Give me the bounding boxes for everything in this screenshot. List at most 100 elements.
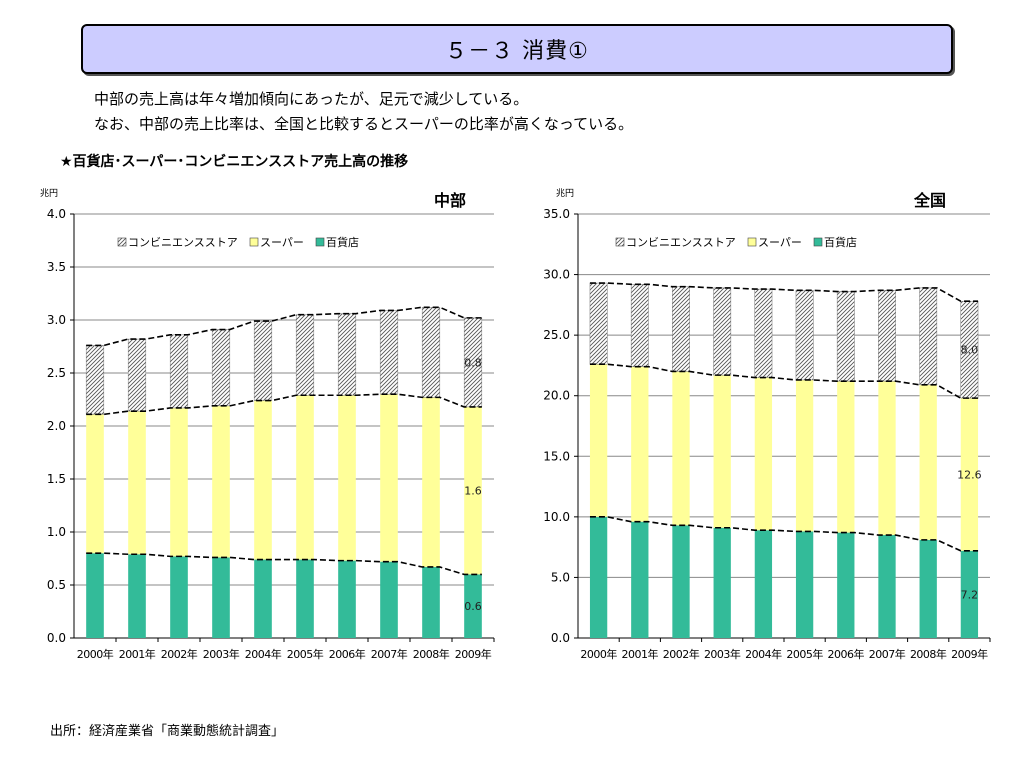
national-bar-department: [878, 535, 896, 638]
national-legend-swatch-department: [813, 237, 823, 247]
national-bar-supermarket: [795, 379, 814, 532]
chubu-bar-department: [296, 559, 314, 638]
chubu-bar-supermarket: [380, 394, 398, 562]
chubu-ytick-label: 3.0: [47, 313, 66, 327]
chubu-legend-swatch-convenience: [117, 237, 127, 247]
national-bar-department: [589, 516, 608, 638]
chubu-bar-supermarket: [128, 411, 146, 555]
chubu-bar-convenience: [253, 320, 273, 401]
national-bar-supermarket: [919, 384, 937, 540]
chubu-data-label-department: 0.6: [464, 600, 482, 613]
chubu-ytick-label: 3.5: [47, 260, 66, 274]
chubu-bar-department: [338, 560, 356, 638]
national-bar-department: [795, 531, 814, 638]
national-legend-swatch-supermarket: [747, 237, 757, 247]
chubu-bar-department: [422, 566, 440, 638]
chubu-bar-convenience: [337, 313, 357, 396]
national-ytick-label: 25.0: [543, 328, 570, 342]
page-title: ５－３ 消費①: [81, 24, 953, 74]
national-bar-convenience: [795, 290, 814, 381]
national-bar-department: [919, 539, 937, 638]
chubu-legend-swatch-supermarket: [249, 237, 259, 247]
national-trend-line-supermarket: [589, 363, 979, 399]
national-ytick-label: 15.0: [543, 449, 570, 463]
national-bar-department: [672, 525, 690, 638]
national-xtick-label: 2002年: [663, 647, 700, 661]
national-legend-swatch-convenience: [615, 237, 625, 247]
chubu-bar-department: [254, 559, 272, 638]
national-trend-line-convenience: [589, 282, 979, 303]
national-ytick-label: 0.0: [551, 631, 570, 645]
national-bar-supermarket: [837, 381, 855, 533]
national-bar-supermarket: [754, 377, 773, 531]
national-chart-title: 全国: [913, 191, 946, 210]
chubu-legend-label-department: 百貨店: [326, 235, 359, 249]
national-ytick-label: 30.0: [543, 268, 570, 282]
chubu-data-label-convenience: 0.8: [464, 356, 482, 369]
chubu-bar-department: [128, 554, 146, 638]
chubu-legend-swatch-department: [315, 237, 325, 247]
national-bar-convenience: [878, 290, 896, 382]
national-xtick-label: 2006年: [828, 647, 865, 661]
intro-line-1: 中部の売上高は年々増加傾向にあったが、足元で減少している。: [94, 90, 529, 108]
national-ytick-label: 10.0: [543, 510, 570, 524]
chubu-ytick-label: 4.0: [47, 207, 66, 221]
chubu-xtick-label: 2008年: [413, 647, 450, 661]
chubu-bar-convenience: [211, 329, 231, 407]
chubu-ytick-label: 1.0: [47, 525, 66, 539]
national-bar-convenience: [919, 287, 938, 386]
chubu-trend-line-supermarket: [86, 393, 482, 416]
national-bar-convenience: [713, 287, 732, 376]
chubu-bar-department: [380, 561, 398, 638]
national-bar-convenience: [672, 286, 690, 372]
chubu-xtick-label: 2004年: [245, 647, 282, 661]
chubu-trend-line-convenience: [86, 306, 482, 347]
chubu-bar-department: [212, 557, 230, 638]
national-xtick-label: 2000年: [580, 647, 617, 661]
national-bar-department: [960, 550, 979, 638]
intro-line-2: なお、中部の売上比率は、全国と比較するとスーパーの比率が高くなっている。: [94, 115, 634, 133]
national-bar-convenience: [589, 282, 608, 365]
national-bar-convenience: [630, 284, 649, 367]
chubu-legend-label-convenience: コンビニエンスストア: [128, 236, 238, 249]
national-ytick-label: 35.0: [543, 207, 570, 221]
chubu-unit-label: 兆円: [40, 188, 58, 199]
chubu-bar-supermarket: [422, 397, 440, 567]
national-ytick-label: 20.0: [543, 389, 570, 403]
chubu-bar-convenience: [421, 307, 441, 398]
national-bar-department: [713, 527, 731, 638]
national-bar-supermarket: [672, 371, 690, 526]
national-xtick-label: 2007年: [869, 647, 906, 661]
chubu-ytick-label: 0.0: [47, 631, 66, 645]
national-data-label-supermarket: 12.6: [957, 468, 982, 481]
chubu-bar-convenience: [85, 345, 105, 415]
chubu-ytick-label: 2.0: [47, 419, 66, 433]
national-trend-line-department: [589, 516, 979, 552]
chubu-bar-convenience: [169, 334, 189, 409]
chubu-bar-convenience: [379, 310, 399, 395]
national-bar-supermarket: [878, 381, 896, 536]
chubu-ytick-label: 2.5: [47, 366, 66, 380]
national-xtick-label: 2003年: [704, 647, 741, 661]
national-xtick-label: 2009年: [951, 647, 988, 661]
chubu-xtick-label: 2009年: [455, 647, 492, 661]
chubu-xtick-label: 2001年: [119, 647, 156, 661]
chubu-bar-supermarket: [338, 395, 356, 561]
chubu-xtick-label: 2000年: [77, 647, 114, 661]
national-xtick-label: 2005年: [786, 647, 823, 661]
chubu-xtick-label: 2002年: [161, 647, 198, 661]
source-note: 出所：経済産業省「商業動態統計調査」: [50, 724, 285, 739]
national-ytick-label: 5.0: [551, 570, 570, 584]
chubu-bar-department: [464, 574, 482, 638]
national-legend-label-supermarket: スーパー: [758, 236, 802, 249]
chubu-trend-line-department: [86, 552, 482, 576]
national-bar-supermarket: [960, 398, 979, 551]
chubu-xtick-label: 2007年: [371, 647, 408, 661]
chubu-bar-supermarket: [170, 407, 188, 557]
national-unit-label: 兆円: [556, 188, 574, 199]
chubu-xtick-label: 2005年: [287, 647, 324, 661]
national-bar-department: [754, 530, 773, 638]
chubu-chart-title: 中部: [434, 191, 466, 210]
chubu-bar-department: [170, 556, 188, 638]
